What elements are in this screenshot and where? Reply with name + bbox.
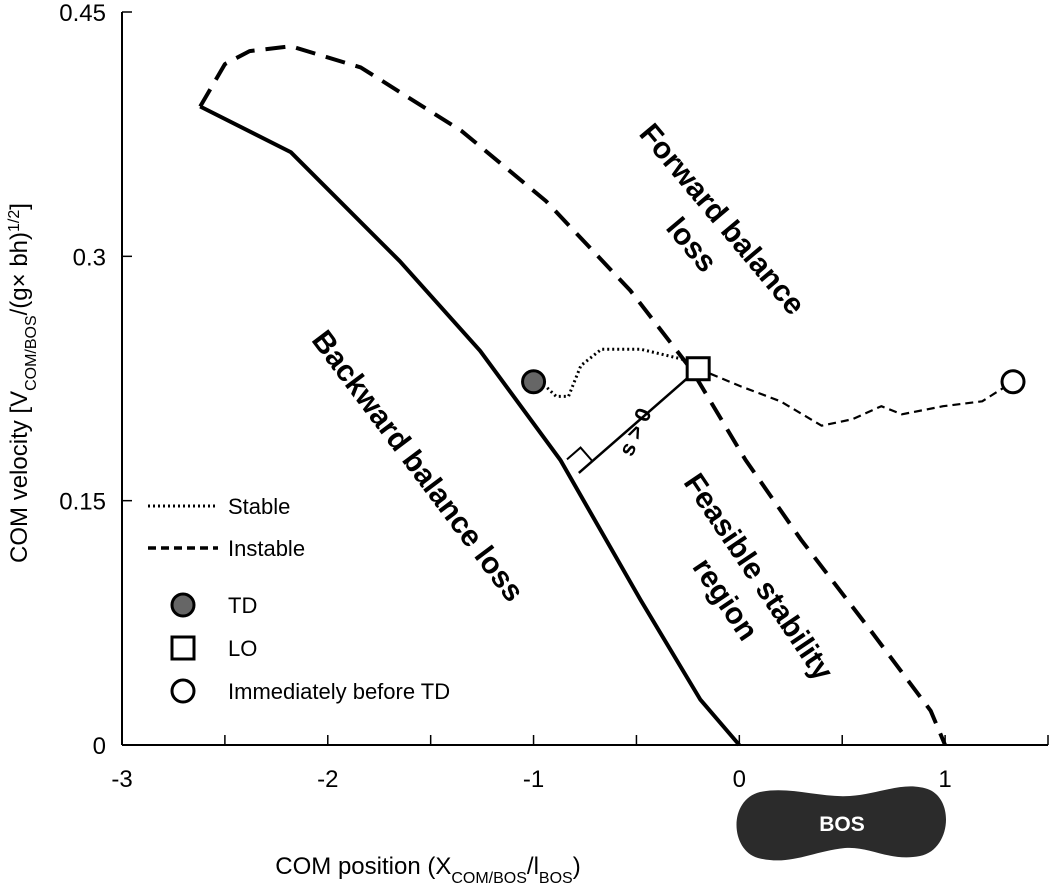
y-tick-label: 0.15 (59, 489, 106, 516)
region-label-line: Backward balance loss (305, 325, 530, 609)
x-tick-label: -1 (523, 766, 544, 793)
series-line (533, 347, 699, 398)
legend-label: Instable (228, 536, 305, 561)
y-tick-label: 0 (93, 733, 106, 760)
y-axis-label-part: COM/BOS (23, 315, 40, 391)
x-axis-label-part: COM position (X (275, 853, 451, 880)
x-axis-label-part: /l (527, 853, 539, 880)
region-label-line: Forward balance (633, 118, 812, 322)
y-axis-label-part: /(g× bh) (6, 232, 33, 315)
s-segment (578, 367, 700, 474)
legend-label: Stable (228, 494, 290, 519)
series-line (697, 367, 1014, 427)
marker (521, 369, 547, 395)
right-angle-box (566, 446, 594, 462)
bos-shape (736, 786, 947, 861)
marker (170, 635, 196, 661)
x-axis-label-part: BOS (539, 870, 573, 887)
legend-label: Immediately before TD (228, 679, 450, 704)
y-axis-label: COM velocity [VCOM/BOS/(g× bh)1/2] (6, 203, 40, 563)
x-tick-label: 1 (938, 766, 951, 793)
region-label: Backward balance loss (305, 325, 530, 609)
y-axis-label-part: COM velocity [V (6, 391, 33, 563)
marker (685, 356, 711, 382)
legend-label: LO (228, 636, 257, 661)
bos-label: BOS (819, 813, 865, 836)
marker (170, 592, 196, 618)
x-tick-label: -3 (111, 766, 132, 793)
x-tick-label: -2 (317, 766, 338, 793)
series-line (198, 44, 947, 746)
marker (170, 678, 196, 704)
region-label: Forward balanceloss (602, 118, 811, 348)
y-tick-label: 0.3 (73, 244, 106, 271)
y-axis-label-part: 1/2 (6, 210, 23, 232)
x-tick-label: 0 (733, 766, 746, 793)
x-axis-label-part: COM/BOS (451, 870, 527, 887)
series-line (199, 104, 741, 747)
legend-label: TD (228, 593, 257, 618)
s-label: s > 0 (614, 404, 657, 459)
y-tick-label: 0.45 (59, 0, 106, 27)
marker (1000, 369, 1026, 395)
x-axis-label: COM position (XCOM/BOS/lBOS) (275, 853, 580, 887)
x-axis-label-part: ) (573, 853, 581, 880)
region-label: Feasible stabilityregion (644, 468, 840, 710)
y-axis-label-part: ] (6, 203, 33, 210)
